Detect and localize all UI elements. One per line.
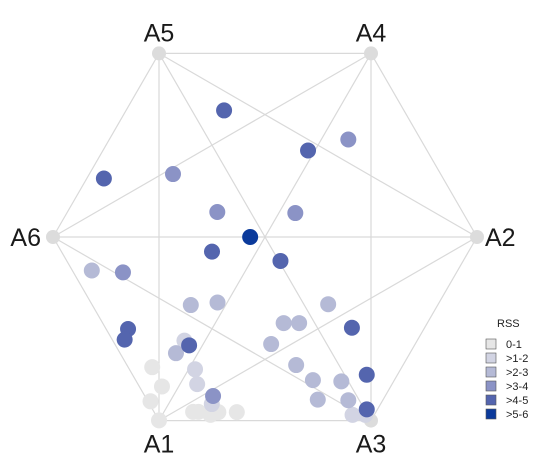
data-point — [344, 406, 361, 423]
data-point — [114, 264, 131, 281]
data-point — [228, 404, 245, 421]
legend-swatch — [485, 394, 497, 406]
edge-a5-a6 — [52, 53, 160, 238]
data-point — [309, 391, 326, 408]
anchor-labels: A1 A2 A3 A4 A5 A6 — [10, 19, 515, 458]
data-point — [187, 361, 204, 378]
data-point — [291, 315, 308, 332]
edge-a2-a4 — [370, 53, 478, 238]
data-point — [190, 403, 207, 420]
legend-label: >2-3 — [506, 367, 528, 379]
data-point — [275, 315, 292, 332]
anchor-marker-a6 — [46, 230, 60, 244]
data-point — [189, 376, 206, 393]
data-point — [288, 357, 305, 374]
data-point — [116, 331, 133, 348]
data-point — [340, 392, 357, 409]
anchor-label-a3: A3 — [356, 431, 387, 459]
data-point — [287, 205, 304, 222]
data-point — [95, 170, 112, 187]
legend-swatch — [485, 380, 497, 392]
anchor-label-a6: A6 — [10, 224, 41, 252]
data-point — [205, 388, 222, 404]
data-point — [358, 401, 375, 418]
legend-swatch — [485, 408, 497, 420]
data-point — [151, 412, 167, 429]
data-point — [181, 337, 198, 354]
legend: RSS 0-1 >1-2 >2-3 >3-4 >4-5 >5-6 — [485, 318, 528, 421]
data-point — [242, 229, 259, 245]
data-point — [358, 366, 375, 383]
data-point — [300, 142, 317, 159]
legend-title: RSS — [497, 318, 520, 330]
data-point — [304, 372, 321, 389]
anchor-label-a4: A4 — [356, 19, 387, 47]
legend-label: >3-4 — [506, 381, 528, 393]
data-point — [142, 393, 159, 410]
data-points — [83, 102, 375, 429]
legend-label: 0-1 — [506, 339, 522, 351]
data-point — [153, 378, 170, 395]
edge-a3-a6 — [52, 236, 372, 422]
data-point — [164, 166, 181, 183]
data-point — [204, 243, 220, 260]
data-point — [209, 294, 226, 311]
data-point — [167, 345, 184, 362]
legend-swatch — [485, 366, 497, 378]
data-point — [182, 297, 199, 314]
legend-label: >4-5 — [506, 395, 528, 407]
data-point — [83, 262, 100, 279]
edge-a2-a5 — [158, 52, 478, 238]
data-point — [209, 203, 226, 220]
anchor-label-a1: A1 — [144, 431, 175, 459]
legend-swatch — [485, 338, 497, 350]
legend-swatch — [485, 352, 497, 364]
data-point — [216, 102, 233, 119]
data-point — [272, 252, 289, 269]
edge-a4-a6 — [52, 52, 372, 238]
anchor-label-a2: A2 — [485, 224, 516, 252]
data-point — [340, 131, 357, 148]
edge-a2-a3 — [370, 236, 478, 421]
legend-label: >5-6 — [506, 409, 528, 421]
anchor-marker-a5 — [152, 46, 166, 61]
anchor-marker-a2 — [470, 230, 484, 244]
anchor-label-a5: A5 — [144, 19, 175, 47]
anchor-marker-a4 — [364, 46, 378, 61]
edge-a3-a5 — [158, 53, 372, 421]
legend-label: >1-2 — [506, 353, 528, 365]
hexagon-edges — [52, 52, 478, 422]
data-point — [343, 319, 360, 336]
data-point — [144, 359, 161, 376]
data-point — [320, 296, 337, 313]
data-point — [333, 373, 350, 390]
edge-a1-a6 — [52, 236, 160, 421]
data-point — [263, 336, 280, 353]
